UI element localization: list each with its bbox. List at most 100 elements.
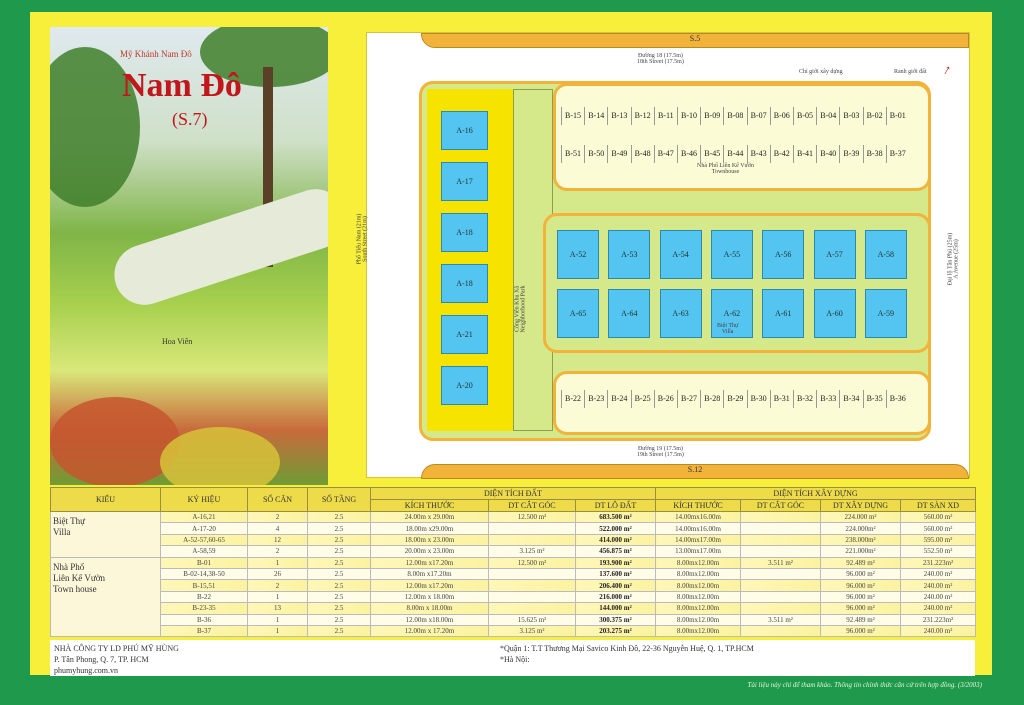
table-cell: A-52-57,60-65 (160, 533, 248, 547)
header-ky-hieu: KÝ HIỆU (160, 487, 248, 512)
table-cell: 14.00mx17.00m (655, 533, 742, 547)
table-row: B-37 1 2.5 12.00m x 17.20m 3.125 m² 203.275 m… (51, 624, 977, 638)
table-cell: 2 (247, 545, 308, 558)
table-cell: B-02-14,38-50 (160, 567, 248, 581)
flower-bed (50, 397, 180, 485)
lot-b-33: B-33 (816, 390, 839, 408)
lot-b-15: B-15 (561, 107, 584, 125)
lot-b-07: B-07 (746, 107, 770, 125)
north-arrow-icon: ↑ (939, 62, 954, 79)
sales-offices: *Quận 1: T.T Thương Mại Savico Kinh Đô, … (500, 643, 754, 665)
lot-a-60: A-60 (813, 289, 856, 338)
lot-b-36: B-36 (885, 390, 909, 408)
photo-caption: Hoa Viên (162, 337, 193, 346)
table-cell: 231.223m² (900, 613, 977, 626)
table-cell (488, 522, 576, 535)
table-cell (740, 522, 822, 535)
table-cell: 14.00mx16.00m (655, 522, 742, 535)
table-cell: A-17-20 (160, 522, 248, 535)
table-cell (740, 602, 822, 615)
table-cell: 2.5 (307, 556, 371, 569)
townhouse-block-north (553, 83, 931, 191)
table-cell: 224.000 m² (820, 510, 902, 524)
table-cell: 13 (247, 602, 308, 615)
lot-b-31: B-31 (769, 390, 793, 408)
table-cell: 96.000 m² (820, 602, 902, 615)
header-dt-xay-dung: DT XÂY DỰNG (820, 499, 902, 512)
lot-b-01: B-01 (885, 107, 909, 125)
lot-a-16: A-16 (441, 111, 488, 150)
table-row: B-36 1 2.5 12.00m x18.00m 15.625 m² 300.375 m… (51, 613, 977, 626)
table-cell (740, 579, 822, 592)
table-cell: 144.000 m² (574, 602, 657, 615)
table-cell: 8.00m x17.20m (370, 567, 489, 581)
lot-b-27: B-27 (677, 390, 700, 408)
table-cell (740, 510, 822, 524)
table-cell (488, 590, 576, 604)
table-cell (488, 602, 576, 615)
table-cell: B-22 (160, 590, 248, 604)
table-cell: 2.5 (307, 613, 371, 626)
table-cell: 15.625 m² (488, 613, 576, 626)
lot-b-14: B-14 (584, 107, 607, 125)
table-cell: 595.00 m² (900, 533, 977, 547)
lot-b-35: B-35 (862, 390, 886, 408)
table-cell (740, 567, 822, 581)
lot-b-02: B-02 (862, 107, 886, 125)
table-cell: 12.00m x 17.20m (370, 624, 489, 638)
lot-b-04: B-04 (816, 107, 839, 125)
header-kieu: KIỂU (50, 487, 161, 512)
lot-a-53: A-53 (608, 230, 651, 279)
legend-land-boundary: Ranh giới đất (894, 69, 927, 75)
table-cell: 92.489 m² (820, 556, 902, 569)
header-dien-tich-xay-dung: DIỆN TÍCH XÂY DỰNG (655, 487, 977, 500)
lot-b-03: B-03 (839, 107, 862, 125)
table-cell: 8.00mx12.00m (655, 613, 742, 626)
table-cell: 96.000 m² (820, 624, 902, 638)
table-cell: 96.000 m² (820, 579, 902, 592)
lot-a-58: A-58 (864, 230, 907, 279)
table-cell: 683.500 m² (574, 510, 657, 524)
table-cell: B-23-35 (160, 602, 248, 615)
table-cell: 2.5 (307, 579, 371, 592)
lot-b-50: B-50 (584, 145, 607, 163)
table-cell: 238.000m² (820, 533, 902, 547)
table-cell: 12.500 m² (488, 556, 576, 569)
lot-b-43: B-43 (746, 145, 770, 163)
brand-logo-text: Mỹ Khánh Nam Đô (120, 49, 192, 59)
lot-b-11: B-11 (653, 107, 677, 125)
office-hanoi: *Hà Nội: (500, 655, 530, 664)
header-dt-cat-goc-xd: DT CẮT GÓC (740, 499, 822, 512)
lot-a-63: A-63 (659, 289, 702, 338)
disclaimer-note: Tài liệu này chỉ để tham khảo. Thông tin… (747, 681, 982, 689)
lot-b-48: B-48 (630, 145, 654, 163)
table-cell: 522.000 m² (574, 522, 657, 535)
lot-b-51: B-51 (561, 145, 584, 163)
table-cell: 2.5 (307, 545, 371, 558)
lot-b-05: B-05 (793, 107, 816, 125)
table-cell: 240.00 m² (900, 579, 977, 592)
table-cell: 300.375 m² (574, 613, 657, 626)
table-cell: 8.00mx12.00m (655, 556, 742, 569)
table-cell: 8.00mx12.00m (655, 590, 742, 604)
lot-b-09: B-09 (700, 107, 723, 125)
header-kich-thuoc-dat: KÍCH THƯỚC (370, 499, 489, 512)
table-cell: 26 (247, 567, 308, 581)
lot-b-49: B-49 (607, 145, 630, 163)
lot-a-54: A-54 (659, 230, 702, 279)
villa-label: Biệt Thự Villa (717, 323, 739, 335)
table-cell: 12.00m x17.20m (370, 579, 489, 592)
table-cell: 24.00m x 29.00m (370, 510, 489, 524)
table-cell: 1 (247, 590, 308, 604)
lot-a-20: A-20 (441, 366, 488, 405)
table-cell: 2.5 (307, 567, 371, 581)
legend-building-line: Chỉ giới xây dựng (799, 69, 843, 75)
table-cell: 8.00mx12.00m (655, 579, 742, 592)
table-cell: 206.400 m² (574, 579, 657, 592)
lot-b-44: B-44 (723, 145, 746, 163)
table-cell: 14.00mx16.00m (655, 510, 742, 524)
header-so-can: SỐ CĂN (247, 487, 308, 512)
table-cell: 3.125 m² (488, 624, 576, 638)
table-cell: 20.00m x 23.00m (370, 545, 489, 558)
table-cell: 12.00m x 18.00m (370, 590, 489, 604)
